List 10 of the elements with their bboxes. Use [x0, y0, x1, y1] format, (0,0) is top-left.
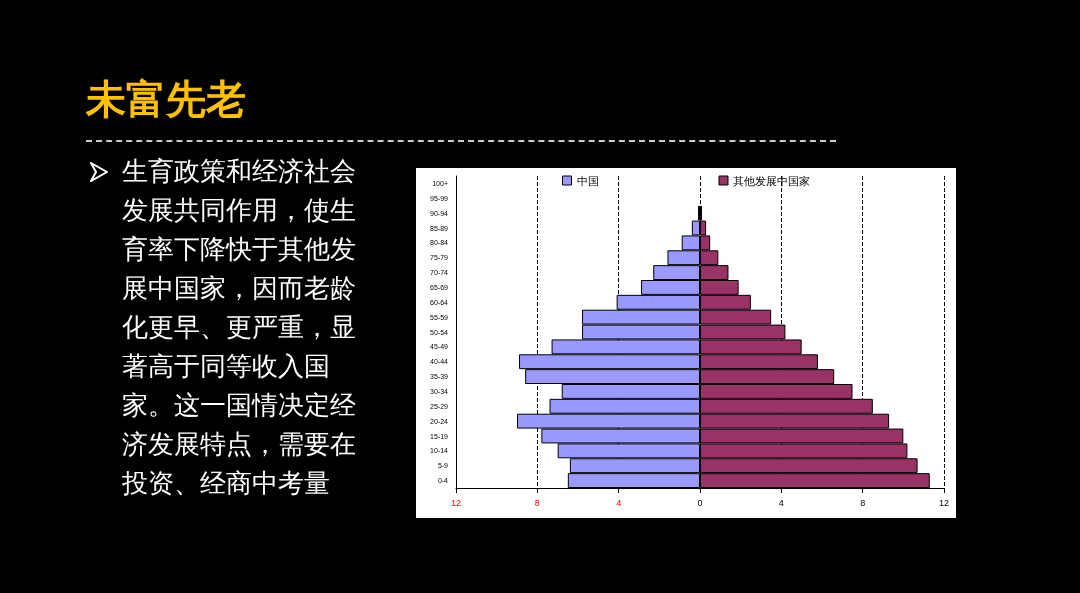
x-tick-label: 0: [697, 497, 703, 508]
x-tick-label: 12: [938, 497, 950, 508]
x-tick-label: 8: [534, 497, 540, 508]
legend-label: 中国: [576, 174, 599, 187]
chart-title: 未富先老: [86, 75, 246, 124]
x-tick-label: 4: [778, 497, 784, 508]
x-tick-label: 12: [450, 497, 462, 508]
text: 生育政策和经济社会发展共同作用，使生育率下降快于其他发展中国家，因而老龄化更早、更严重，显著高于同等收入国家。这一国情决定经济发展特点，需要在投资、经商中考量: [122, 156, 356, 498]
x-tick-label: 4: [616, 497, 622, 508]
x-tick-label: 8: [860, 497, 866, 508]
